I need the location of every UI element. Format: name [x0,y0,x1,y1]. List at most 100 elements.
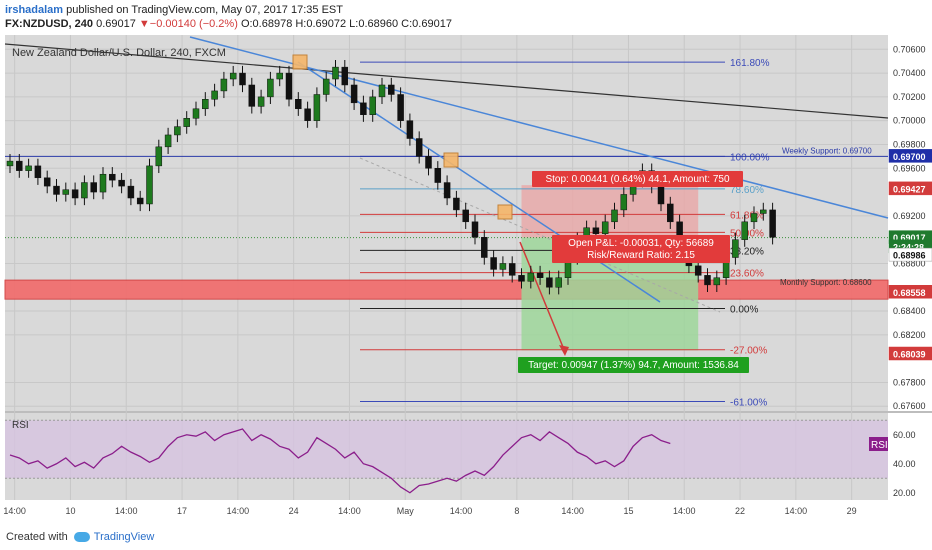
candle-body [118,179,125,187]
price-tag [888,285,932,299]
y-tick-label: 0.68800 [893,258,926,268]
y-tick-label: 0.69200 [893,211,926,221]
x-tick-label: 22 [735,506,745,516]
rsi-tag-text: RSI [871,440,888,451]
price-tag [888,247,932,262]
time-axis [5,500,888,520]
x-tick-label: 14:00 [673,506,696,516]
price-tag [888,346,932,361]
y-tick-label: 0.70000 [893,116,926,126]
candle-body [220,78,228,92]
candle-body [304,108,311,121]
candle-body [81,182,88,199]
candle-body [620,194,628,211]
candle-body [257,96,265,107]
pivot-markers [292,54,513,220]
fib-label: 0.00% [730,305,758,316]
pivot-marker [497,204,513,220]
rsi-line [9,428,671,494]
monthly-support-label: Monthly Support: 0.68600 [780,278,872,287]
candle-body [769,209,776,238]
candle-body [341,66,349,86]
candle-body [90,182,97,193]
price-axis [888,35,932,500]
time-axis-ticks: 14:00 10 14:00 17 14:00 24 14:00 May 14:00 8 14:00… [3,506,856,516]
weekly-support-label: Weekly Support: 0.69700 [782,146,872,155]
y-tick-label: 0.68200 [893,330,926,340]
dashed-channel-line [359,157,721,313]
rsi-title: RSI [12,420,29,431]
candle-body [397,94,404,121]
rsi-tick-label: 20.00 [893,488,916,498]
monthly-support-band [4,279,889,300]
candle-body [546,277,553,288]
candle-body [732,239,739,258]
candle-body [239,72,246,86]
candle-body [443,182,451,199]
price-tag [888,181,932,196]
created-with-text: Created with [6,531,68,543]
ohlc-values: O:0.68978 H:0.69072 L:0.68960 C:0.69017 [240,18,452,30]
fib-label: 100.00% [730,152,770,163]
candle-body [601,221,609,234]
candle-body [388,84,395,95]
stop-label-text: Stop: 0.00441 (0.64%) 44.1, Amount: 750 [545,174,729,185]
footer: Created with TradingView [0,524,932,550]
candle-body [127,185,135,199]
x-tick-label: 14:00 [785,506,808,516]
rsi-tag-box [869,437,888,451]
candle-body [490,257,497,270]
fib-label: 78.60% [730,185,764,196]
tradingview-brand[interactable]: TradingView [73,531,154,543]
candle-body [536,272,544,278]
candle-body [202,99,209,110]
candle-body [481,237,488,258]
author-link[interactable]: irshadalam [5,4,64,16]
x-tick-label: 14:00 [561,506,584,516]
candle-body [248,84,256,107]
candles [6,59,776,295]
candle-body [611,209,618,223]
price-tag-text: 0.68986 [893,251,926,261]
candle-body [360,102,367,115]
candle-body [285,72,293,100]
y-tick-label: 0.70400 [893,68,926,78]
candle-body [229,72,237,80]
x-tick-label: 29 [847,506,857,516]
candle-body [313,94,321,121]
candle-body [332,66,339,80]
fib-label: 61.80% [730,210,764,221]
black-trend-line [4,43,889,119]
candle-body [25,165,32,171]
candle-body [164,134,172,148]
candle-body [499,263,507,270]
candle-body [322,78,330,95]
symbol-label: FX:NZDUSD, 240 [5,18,94,30]
price-tag-text: 0.69017 [893,233,926,243]
candle-body [750,213,758,223]
y-tick-label: 0.67600 [893,401,926,411]
candle-body [34,165,42,179]
candle-body [592,227,600,234]
x-tick-label: 8 [514,506,519,516]
candle-body [155,146,163,167]
candle-body [53,185,60,195]
price-tag-text: 0.68558 [893,288,926,298]
candle-body [741,221,748,240]
candle-body [704,275,711,286]
x-tick-label: 14:00 [3,506,26,516]
candle-body [369,96,376,115]
x-tick-label: 17 [177,506,187,516]
candle-body [136,197,144,205]
candle-body [453,197,460,211]
y-tick-label: 0.70600 [893,44,926,54]
fib-label: -61.00% [730,397,767,408]
price-tag-text: 2:24:28 [893,242,924,252]
candle-body [183,118,190,127]
candle-body [16,160,23,171]
rsi-band [5,420,888,479]
candle-body [713,277,721,286]
candle-body [43,177,51,187]
